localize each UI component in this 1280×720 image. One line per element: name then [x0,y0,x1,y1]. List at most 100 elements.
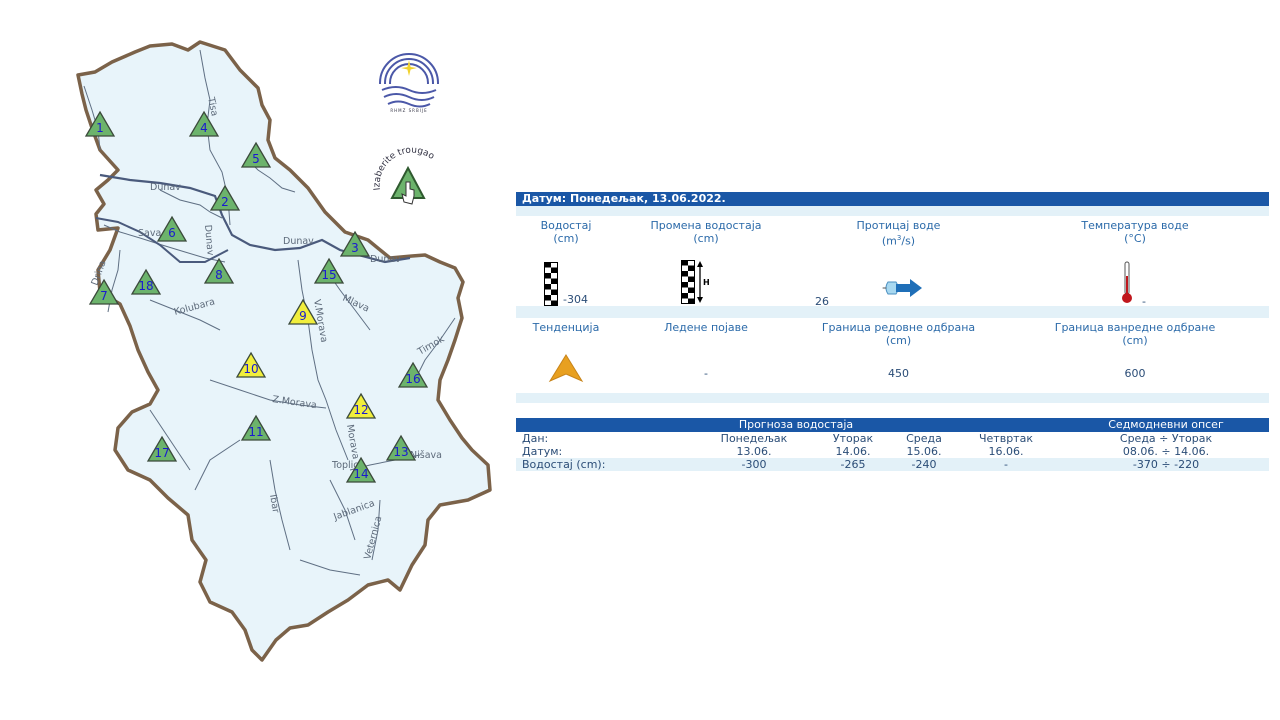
station-triangle-11[interactable]: 11 [240,414,272,441]
station-marker-16[interactable] [397,361,429,388]
forecast-title: Прогноза водостаја [738,418,854,431]
cell: Четвртак [979,432,1033,445]
station-triangle-5[interactable]: 5 [240,141,272,168]
cell: Понедељак [720,432,788,445]
station-triangle-14[interactable]: 14 [345,456,377,483]
station-number-14: 14 [353,467,368,481]
station-triangle-9[interactable]: 9 [287,298,319,325]
cell: -265 [840,458,866,471]
row-label: Датум: [522,445,563,458]
gauge-staff-icon [544,261,558,306]
cell: 15.06. [906,445,942,458]
station-number-16: 16 [405,372,420,386]
station-number-9: 9 [299,309,307,323]
row-label: Дан: [522,432,549,445]
station-number-8: 8 [215,268,223,282]
station-data-panel: Датум: Понедељак, 13.06.2022. Водостај (c… [516,192,1269,403]
station-marker-18[interactable] [130,268,162,295]
river-label: Dunav [283,236,314,247]
station-marker-1[interactable] [84,110,116,137]
forecast-header: Прогноза водостаја Седмодневни опсег [516,418,1269,432]
temperature-value: - [1142,294,1146,308]
label-temperature: Температура воде (°C) [1081,219,1189,245]
cell: - [1004,458,1008,471]
station-triangle-10[interactable]: 10 [235,351,267,378]
river-label: Ibar [267,494,281,514]
station-marker-7[interactable] [88,278,120,305]
trend-up-icon [548,353,584,382]
cell: -300 [741,458,767,471]
station-marker-14[interactable] [345,456,377,483]
station-marker-8[interactable] [203,257,235,284]
station-number-17: 17 [154,446,169,460]
stripe [516,206,1269,216]
station-marker-12[interactable] [345,392,377,419]
station-triangle-6[interactable]: 6 [156,215,188,242]
station-triangle-7[interactable]: 7 [88,278,120,305]
table-row: Водостај (cm): -300 -265 -240 - -370 ÷ -… [516,458,1269,471]
station-marker-9[interactable] [287,298,319,325]
station-number-5: 5 [252,152,260,166]
station-triangle-3[interactable]: 3 [339,230,371,257]
station-number-18: 18 [138,279,153,293]
station-triangle-13[interactable]: 13 [385,434,417,461]
cell: -240 [911,458,937,471]
station-number-4: 4 [200,121,208,135]
label-ice: Ледене појаве [664,320,748,334]
cell: 13.06. [736,445,772,458]
station-number-10: 10 [243,362,258,376]
cell: 14.06. [835,445,871,458]
emergency-defense-value: 600 [1124,366,1146,380]
date-header: Датум: Понедељак, 13.06.2022. [516,192,1269,206]
station-triangle-8[interactable]: 8 [203,257,235,284]
svg-text:=: = [882,285,887,292]
level-change-value: 26 [815,294,829,308]
station-number-13: 13 [393,445,408,459]
station-marker-11[interactable] [240,414,272,441]
label-regular-defense: Граница редовне одбрана (cm) [821,320,976,347]
station-number-3: 3 [351,241,359,255]
label-water-level: Водостај (cm) [540,219,592,245]
station-number-2: 2 [221,195,229,209]
ice-value: - [704,366,708,380]
station-triangle-15[interactable]: 15 [313,257,345,284]
station-triangle-18[interactable]: 18 [130,268,162,295]
cell: Уторак [832,432,874,445]
river-label: Nišava [410,450,442,461]
station-triangle-16[interactable]: 16 [397,361,429,388]
stripe [516,305,1269,318]
serbia-map: Tisa Dunav Dunav Dunav Dunav Sava Drina … [76,40,492,662]
station-marker-13[interactable] [385,434,417,461]
choose-triangle-hint: Izaberite trougao [373,146,436,205]
thermometer-icon [1122,261,1132,303]
river-label: Toplica [331,460,364,471]
row2-values: - 450 600 [516,347,1269,393]
stripe [516,392,1269,403]
station-triangle-17[interactable]: 17 [146,435,178,462]
sava-river [95,217,229,263]
station-triangle-4[interactable]: 4 [188,110,220,137]
station-marker-2[interactable] [209,184,241,211]
svg-text:H: H [703,278,710,287]
river-label: Dunav [370,254,401,265]
row1-values: -304 H 26 = [516,248,1269,308]
river-label: Sava [138,228,161,239]
cell: 16.06. [988,445,1024,458]
station-triangle-2[interactable]: 2 [209,184,241,211]
river-label: Dunav [150,182,181,193]
pointer-hand-icon [401,181,415,205]
station-number-12: 12 [353,403,368,417]
station-triangle-1[interactable]: 1 [84,110,116,137]
station-marker-17[interactable] [146,435,178,462]
station-triangle-12[interactable]: 12 [345,392,377,419]
label-level-change: Промена водостаја (cm) [650,219,762,245]
station-marker-15[interactable] [313,257,345,284]
station-marker-4[interactable] [188,110,220,137]
row-label: Водостај (cm): [522,458,606,471]
station-marker-3[interactable] [339,230,371,257]
station-marker-6[interactable] [156,215,188,242]
station-marker-5[interactable] [240,141,272,168]
row1-labels: Водостај (cm) Промена водостаја (cm) Проти… [516,216,1269,248]
cell: -370 ÷ -220 [1132,458,1200,471]
station-marker-10[interactable] [235,351,267,378]
